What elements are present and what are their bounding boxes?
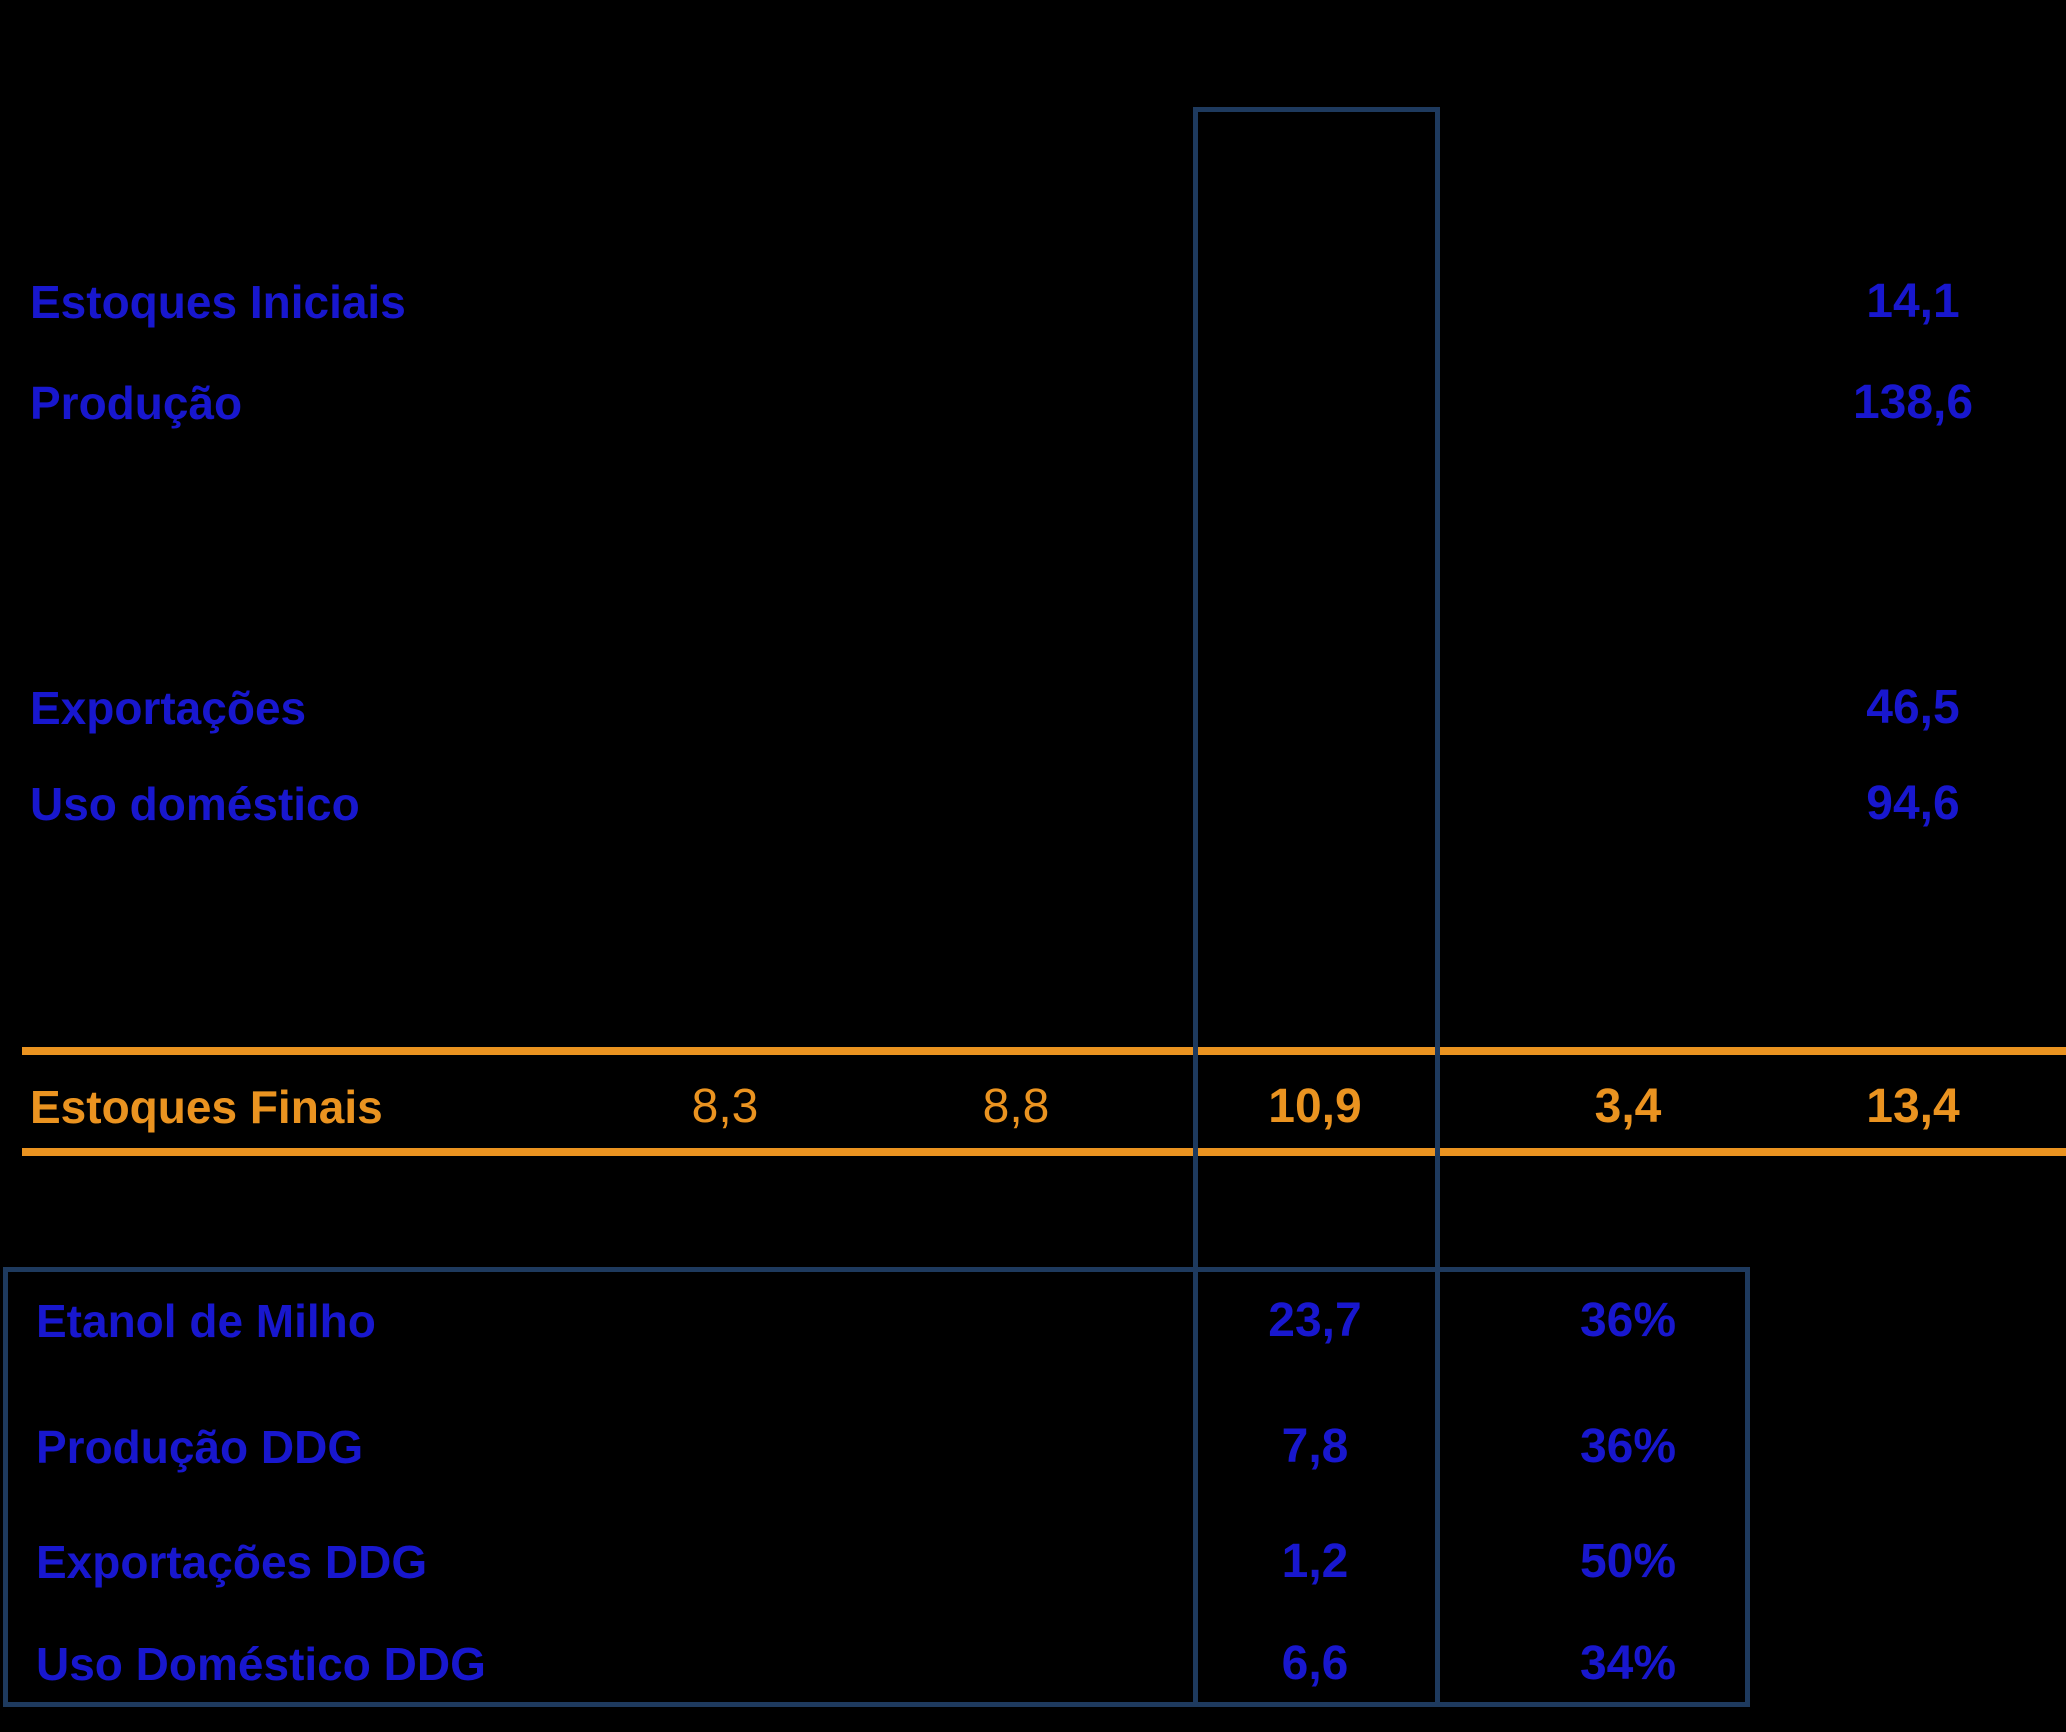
estoques-finais-col5: 13,4 <box>1866 1080 1960 1133</box>
row-value-estoques-iniciais: 14,1 <box>1866 275 1960 328</box>
row-label-uso-domestico: Uso doméstico <box>30 778 360 830</box>
ddg-row-label-producao-ddg: Produção DDG <box>36 1421 364 1473</box>
ddg-info-box <box>3 1267 1750 1707</box>
row-label-producao: Produção <box>30 377 243 429</box>
ddg-row-label-etanol-de-milho: Etanol de Milho <box>36 1295 376 1347</box>
row-label-estoques-finais: Estoques Finais <box>30 1081 383 1133</box>
ddg-row-label-uso-domestico-ddg: Uso Doméstico DDG <box>36 1638 486 1690</box>
ddg-row-percent-etanol-de-milho: 36% <box>1579 1294 1677 1347</box>
divider-line-bottom <box>22 1148 2066 1156</box>
ddg-row-percent-uso-domestico-ddg: 34% <box>1579 1637 1677 1690</box>
ddg-row-value-exportacoes-ddg: 1,2 <box>1281 1535 1349 1588</box>
estoques-finais-col3-highlighted: 10,9 <box>1268 1080 1362 1133</box>
row-label-exportacoes: Exportações <box>30 682 307 734</box>
row-value-producao: 138,6 <box>1852 376 1974 429</box>
ddg-row-value-uso-domestico-ddg: 6,6 <box>1281 1637 1349 1690</box>
ddg-row-percent-producao-ddg: 36% <box>1579 1420 1677 1473</box>
row-label-estoques-iniciais: Estoques Iniciais <box>30 276 406 328</box>
ddg-row-value-producao-ddg: 7,8 <box>1281 1420 1349 1473</box>
row-value-exportacoes: 46,5 <box>1866 681 1960 734</box>
ddg-row-percent-exportacoes-ddg: 50% <box>1579 1535 1677 1588</box>
divider-line-top <box>22 1047 2066 1055</box>
estoques-finais-col2: 8,8 <box>982 1080 1050 1133</box>
estoques-finais-col4: 3,4 <box>1594 1080 1662 1133</box>
ddg-row-value-etanol-de-milho: 23,7 <box>1268 1294 1362 1347</box>
ddg-row-label-exportacoes-ddg: Exportações DDG <box>36 1536 428 1588</box>
estoques-finais-col1: 8,3 <box>691 1080 759 1133</box>
row-value-uso-domestico: 94,6 <box>1866 777 1960 830</box>
